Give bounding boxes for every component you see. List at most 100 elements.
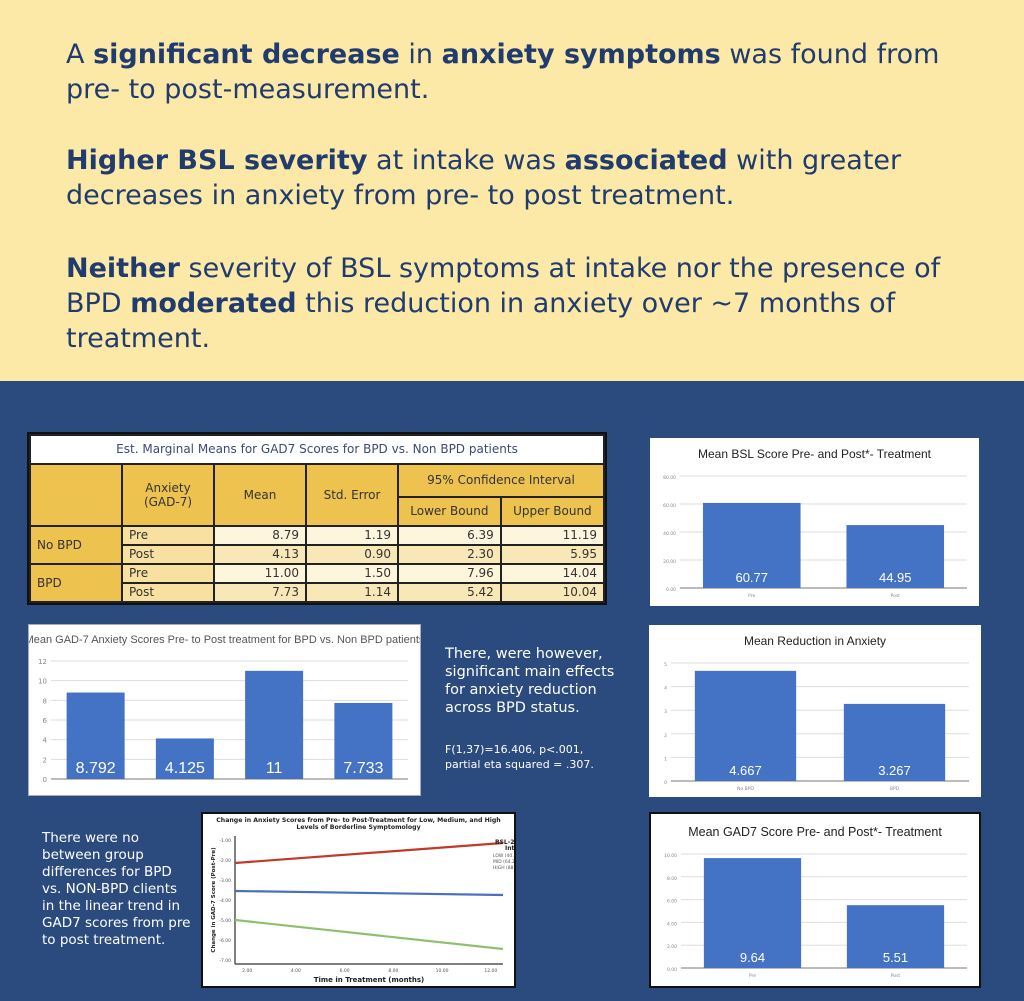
table-cell: 11.19 [499,524,606,546]
trend-chart: -1.00 -2.00 -3.00 -4.00 -5.00 -6.00 -7.00 2.00 4… [201,812,516,988]
y-tick-label: -7.00 [219,958,231,964]
table-cell: 0.90 [305,543,399,565]
table-cell: 1.14 [305,581,399,604]
bar [702,502,801,588]
series-line [234,841,504,865]
table-cell: 1.19 [305,524,399,546]
x-tick-label: 4.00 [291,968,301,974]
table-row: Post 7.73 1.14 5.42 10.04 [30,581,606,604]
t-bold: moderated [130,288,297,319]
table-cell: 4.13 [213,543,307,565]
header-mean: Mean [213,462,307,527]
chart-title: Mean Reduction in Anxiety [744,634,886,648]
t: with greater decreases in anxiety from p… [66,145,902,211]
x-tick-label: Post [891,593,901,599]
x-tick-label: Pre [748,593,755,599]
y-tick-label: 0 [664,780,667,786]
gad7-chart: Mean GAD7 Score Pre- and Post*- Treatmen… [649,812,981,988]
y-tick-label: -2.00 [219,858,231,864]
y-tick-label: 60.00 [663,503,676,509]
finding-2: Higher BSL severity at intake was associ… [66,143,966,213]
y-tick-label: 20.00 [663,559,676,565]
chart-title: Change in Anxiety Scores from Pre- to Po… [216,817,501,831]
table-cell: 5.95 [499,543,606,565]
t-bold: Neither [66,253,180,284]
y-tick-label: -3.00 [219,878,231,884]
x-tick-label: 2.00 [242,968,252,974]
time-label: Post [121,581,215,604]
t: this reduction in anxiety over ~7 months… [66,288,896,354]
table-cell: 14.04 [499,562,606,584]
y-tick-label: 40.00 [663,531,676,537]
chart-title: Mean BSL Score Pre- and Post*- Treatment [698,447,932,461]
x-tick-label: 12.00 [484,968,497,974]
no-difference-text: There were no between group differences … [42,830,191,948]
table-row: No BPD Pre 8.79 1.19 6.39 11.19 [29,524,606,565]
t: at intake was [367,145,565,176]
y-tick-label: 2 [43,756,47,764]
y-tick-label: 12 [38,658,47,666]
x-tick-label: No BPD [737,786,754,792]
header-anxiety: Anxiety (GAD-7) [121,462,215,527]
y-tick-label: 5 [664,662,667,668]
y-tick-label: 0.00 [666,587,676,593]
bar [245,670,304,779]
y-tick-label: 80.00 [663,475,676,481]
data-label: 9.64 [740,950,765,965]
x-tick-label: Pre [749,973,756,979]
y-tick-label: 4 [43,737,48,745]
data-label: 5.51 [883,950,908,965]
data-label: 11 [266,760,283,777]
group-label: No BPD [29,524,123,565]
y-tick-label: 6 [43,717,48,725]
table-cell: 1.50 [305,562,399,584]
data-label: 44.95 [879,570,912,585]
table-cell: 11.00 [213,562,307,584]
finding-1: A significant decrease in anxiety sympto… [66,37,966,107]
table-title: Est. Marginal Means for GAD7 Scores for … [29,434,605,465]
data-label: 3.267 [878,763,911,778]
y-tick-label: -4.00 [219,898,231,904]
main-effects-text: There, were however, significant main ef… [445,646,615,716]
y-tick-label: -6.00 [219,938,231,944]
legend-title: BSL-23 at [495,839,514,846]
time-label: Pre [121,562,215,584]
data-label: 7.733 [343,760,383,777]
y-tick-label: 0 [43,776,47,784]
y-tick-label: -5.00 [219,918,231,924]
bar [694,670,797,781]
legend-title-line2: Intake [505,845,514,852]
stat-text: F(1,37)=16.406, p<.001, partial eta squa… [445,743,594,771]
t-bold: significant decrease [93,39,400,70]
table-row: Post 4.13 0.90 2.30 5.95 [30,543,606,565]
y-tick-label: 10.00 [664,853,677,859]
table-cell: 6.39 [397,524,502,546]
y-tick-label: 4 [664,686,667,692]
x-tick-label: Post [891,973,901,979]
reduction-chart: Mean Reduction in Anxiety 0 1 2 3 4 5 4.667 No B… [649,625,981,797]
bar [66,692,125,779]
bsl-chart: Mean BSL Score Pre- and Post*- Treatment… [650,438,979,606]
y-tick-label: 8 [43,697,47,705]
t-bold: Higher BSL severity [66,145,368,176]
findings-banner: A significant decrease in anxiety sympto… [0,0,1024,381]
header-lower: Lower Bound [397,496,502,527]
chart-title: Mean GAD-7 Anxiety Scores Pre- to Post t… [29,634,420,646]
legend-entry: MID (64.25) [493,859,514,865]
y-axis-label: Change in GAD-7 Score (Post-Pre) [211,847,217,953]
data-label: 8.792 [76,760,116,777]
header-se: Std. Error [305,462,399,527]
legend-entry: LOW (40.07) [493,853,514,859]
table-cell: 2.30 [397,543,502,565]
series-line [234,889,504,897]
chart-title: Mean GAD7 Score Pre- and Post*- Treatmen… [688,825,942,839]
y-tick-label: 2.00 [667,944,677,950]
time-label: Post [121,543,215,565]
data-label: 4.125 [165,760,205,777]
marginal-means-table: Est. Marginal Means for GAD7 Scores for … [27,432,607,605]
y-tick-label: 4.00 [667,921,677,927]
y-tick-label: 6.00 [667,899,677,905]
header-ci: 95% Confidence Interval [397,462,605,499]
table-cell: 10.04 [499,581,606,604]
y-tick-label: 3 [664,709,667,715]
